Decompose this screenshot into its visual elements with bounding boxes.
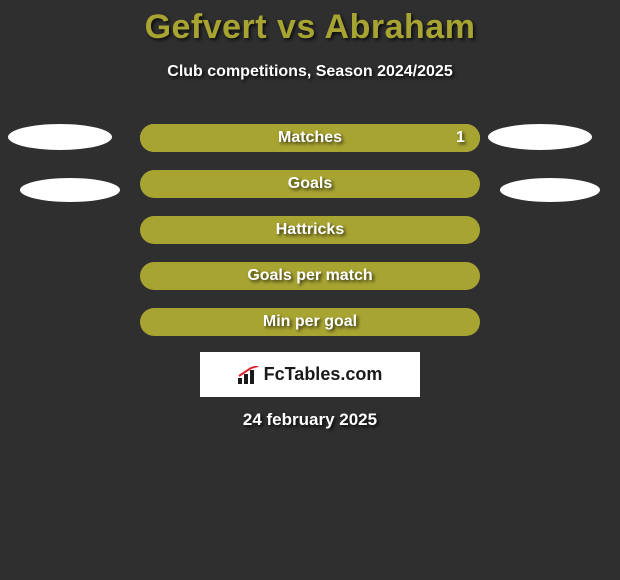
logo: FcTables.com <box>238 364 383 385</box>
side-ellipse <box>20 178 120 202</box>
chart-date: 24 february 2025 <box>0 410 620 430</box>
side-ellipse <box>500 178 600 202</box>
stat-value-right: 1 <box>456 124 465 152</box>
side-ellipse <box>488 124 592 150</box>
stat-row: Hattricks <box>0 216 620 248</box>
logo-label: FcTables.com <box>264 364 383 385</box>
stat-row: Goals per match <box>0 262 620 294</box>
stat-label: Hattricks <box>0 216 620 244</box>
chart-title: Gefvert vs Abraham <box>0 8 620 47</box>
stat-label: Goals per match <box>0 262 620 290</box>
stat-row: Min per goal <box>0 308 620 340</box>
logo-box: FcTables.com <box>200 352 420 397</box>
side-ellipse <box>8 124 112 150</box>
chart-canvas: Gefvert vs Abraham Club competitions, Se… <box>0 0 620 580</box>
chart-subtitle: Club competitions, Season 2024/2025 <box>0 63 620 81</box>
stat-label: Min per goal <box>0 308 620 336</box>
chart-icon <box>238 366 260 384</box>
